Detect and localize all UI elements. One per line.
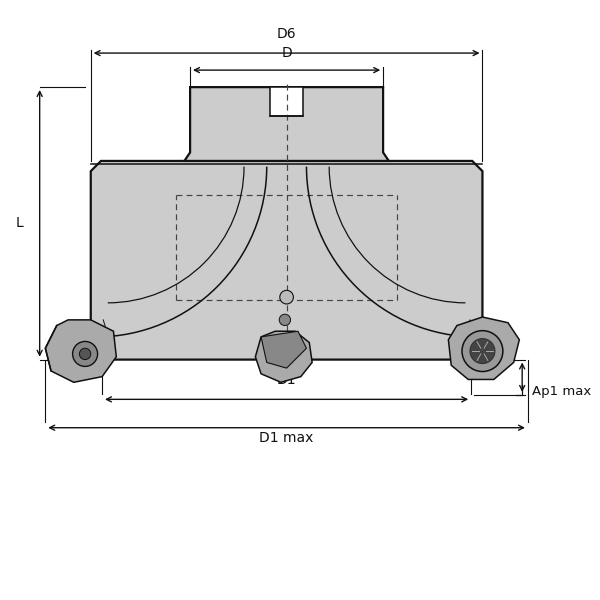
Polygon shape — [261, 331, 307, 368]
Polygon shape — [256, 331, 312, 382]
Text: D1: D1 — [277, 373, 296, 387]
Circle shape — [462, 331, 503, 371]
Text: L: L — [16, 217, 24, 230]
Polygon shape — [184, 87, 389, 161]
Polygon shape — [270, 87, 303, 116]
Circle shape — [279, 314, 290, 326]
Text: D6: D6 — [277, 26, 296, 41]
Text: Ap1 max: Ap1 max — [532, 385, 592, 398]
Polygon shape — [448, 317, 520, 379]
Text: D1 max: D1 max — [259, 431, 314, 445]
Circle shape — [73, 341, 98, 367]
Polygon shape — [46, 320, 116, 382]
Polygon shape — [91, 161, 482, 359]
Circle shape — [470, 338, 495, 364]
Circle shape — [79, 348, 91, 359]
Circle shape — [280, 290, 293, 304]
Text: D: D — [281, 46, 292, 60]
